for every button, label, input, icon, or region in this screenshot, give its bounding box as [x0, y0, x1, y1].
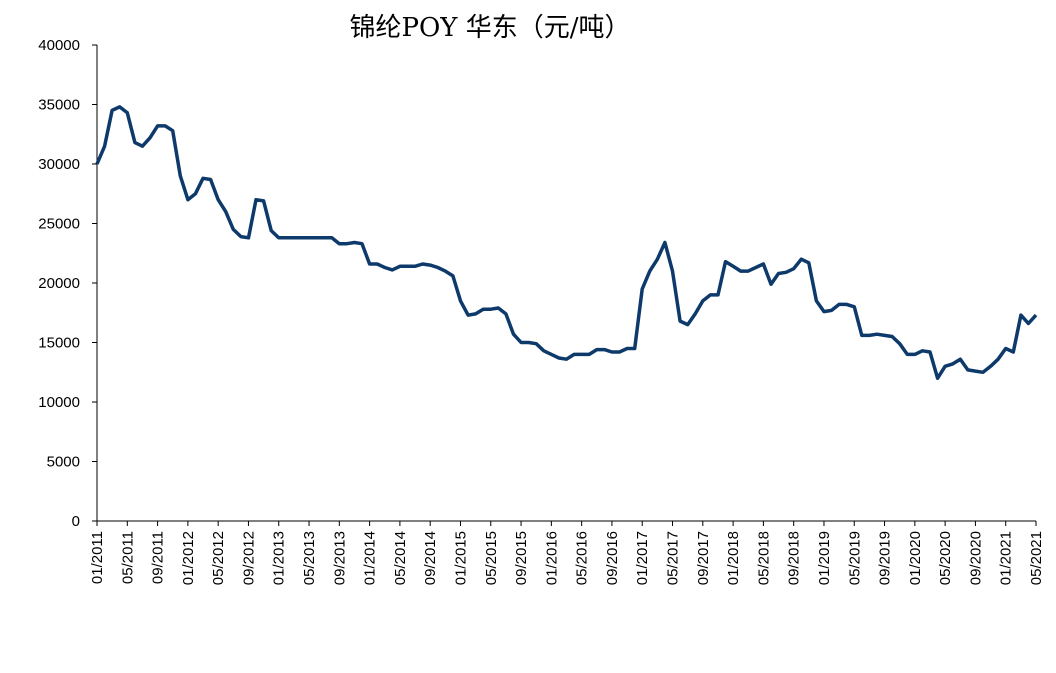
x-tick-label: 01/2015 — [452, 531, 469, 585]
x-tick-label: 09/2016 — [604, 531, 621, 585]
x-tick-label: 09/2015 — [513, 531, 530, 585]
x-tick-label: 05/2011 — [119, 531, 136, 584]
y-tick-label: 5000 — [47, 454, 80, 471]
x-tick-label: 01/2012 — [180, 531, 197, 585]
x-tick-label: 05/2019 — [846, 531, 863, 585]
y-tick-label: 35000 — [38, 97, 80, 114]
x-tick-label: 09/2017 — [695, 531, 712, 585]
y-tick-label: 15000 — [38, 335, 80, 352]
y-tick-label: 0 — [72, 513, 80, 530]
x-tick-label: 05/2018 — [755, 531, 772, 585]
x-tick-label: 01/2013 — [271, 531, 288, 585]
x-tick-label: 05/2020 — [937, 531, 954, 585]
x-tick-label: 05/2014 — [392, 531, 409, 585]
y-tick-label: 30000 — [38, 156, 80, 173]
y-tick-label: 10000 — [38, 394, 80, 411]
x-tick-label: 01/2021 — [998, 531, 1015, 585]
x-tick-label: 05/2012 — [210, 531, 227, 585]
x-tick-label: 09/2019 — [877, 531, 894, 585]
x-tick-label: 05/2017 — [665, 531, 682, 585]
x-tick-label: 01/2019 — [816, 531, 833, 585]
x-tick-label: 01/2011 — [89, 531, 106, 584]
y-tick-label: 20000 — [38, 275, 80, 292]
x-tick-label: 01/2020 — [907, 531, 924, 585]
x-tick-label: 09/2014 — [422, 531, 439, 585]
x-tick-label: 09/2011 — [150, 531, 167, 584]
line — [95, 105, 1038, 380]
x-tick-label: 01/2014 — [362, 531, 379, 585]
x-tick-label: 09/2012 — [240, 531, 257, 585]
x-tick-label: 05/2013 — [301, 531, 318, 585]
x-tick-label: 01/2017 — [634, 531, 651, 585]
y-tick-label: 25000 — [38, 216, 80, 233]
x-tick-label: 01/2016 — [543, 531, 560, 585]
x-tick-label: 09/2013 — [331, 531, 348, 585]
x-tick-label: 05/2021 — [1028, 531, 1045, 585]
x-tick-label: 05/2015 — [483, 531, 500, 585]
x-tick-label: 05/2016 — [574, 531, 591, 585]
y-tick-label: 40000 — [38, 37, 80, 54]
x-tick-label: 01/2018 — [725, 531, 742, 585]
x-tick-label: 09/2020 — [967, 531, 984, 585]
x-tick-label: 09/2018 — [786, 531, 803, 585]
chart-title: 锦纶POY 华东（元/吨） — [350, 13, 631, 43]
